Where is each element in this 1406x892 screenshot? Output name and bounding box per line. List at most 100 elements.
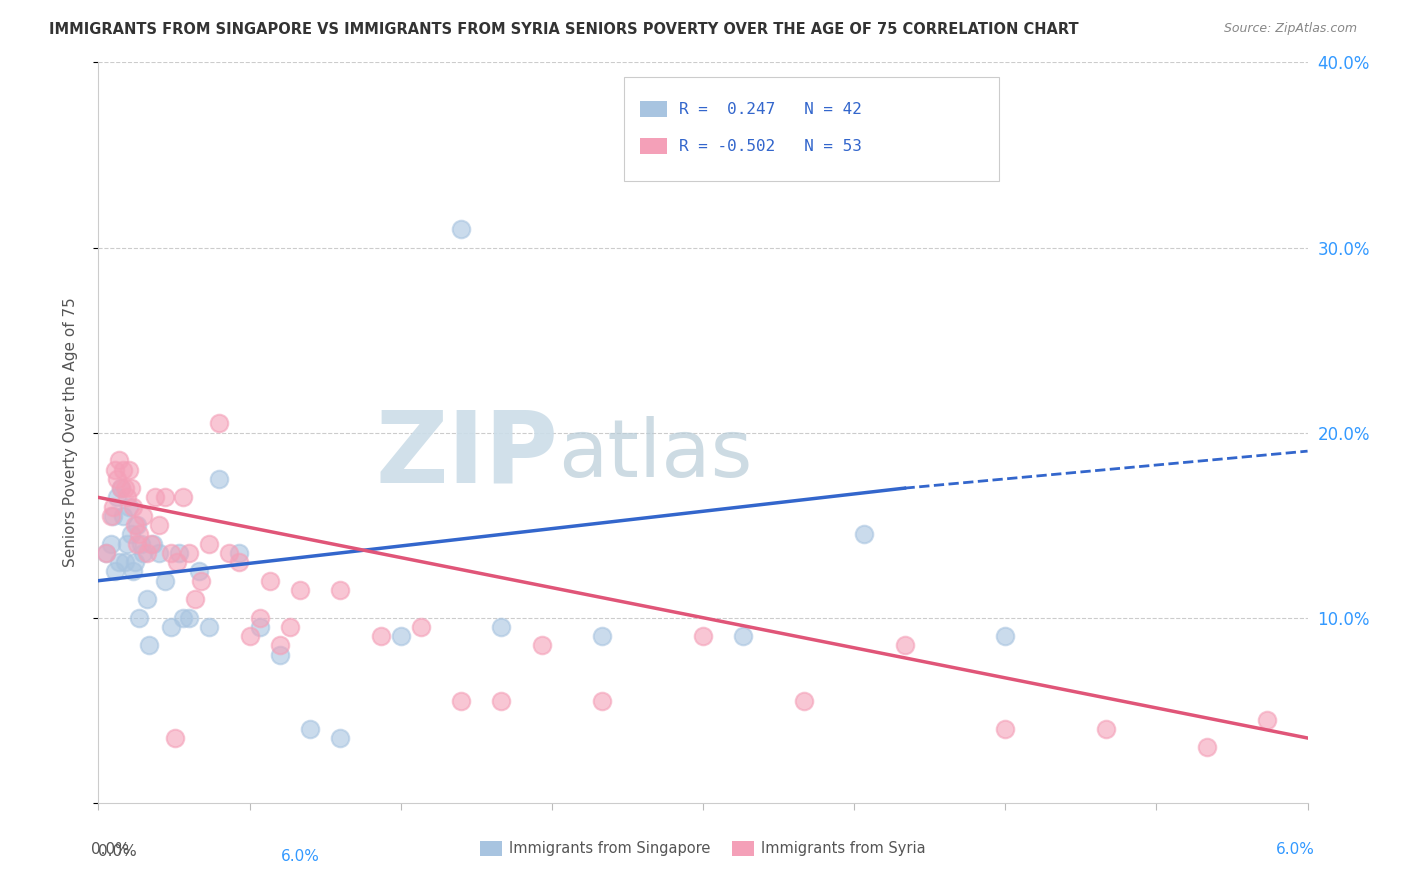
Point bbox=[96, 546, 118, 560]
Point bbox=[259, 574, 281, 588]
Point bbox=[172, 610, 194, 624]
Point bbox=[329, 582, 352, 597]
Point bbox=[167, 546, 190, 560]
Legend: Immigrants from Singapore, Immigrants from Syria: Immigrants from Singapore, Immigrants fr… bbox=[474, 835, 932, 863]
Point bbox=[163, 731, 186, 745]
Point bbox=[111, 462, 134, 476]
Point bbox=[198, 620, 221, 634]
Point bbox=[96, 546, 118, 560]
Point bbox=[111, 508, 134, 523]
Point bbox=[994, 629, 1017, 643]
Point bbox=[148, 518, 170, 533]
Point bbox=[188, 565, 211, 579]
Point bbox=[269, 648, 291, 662]
Point bbox=[299, 722, 322, 736]
Point bbox=[124, 518, 146, 533]
Point bbox=[135, 546, 157, 560]
Point bbox=[530, 639, 553, 653]
Point bbox=[1195, 740, 1218, 755]
Point bbox=[148, 546, 170, 560]
Point bbox=[179, 546, 201, 560]
Point bbox=[105, 491, 128, 505]
Point bbox=[491, 694, 513, 708]
Point bbox=[198, 536, 221, 550]
Point bbox=[135, 592, 157, 607]
Point bbox=[160, 620, 183, 634]
Point bbox=[105, 472, 128, 486]
Point bbox=[218, 546, 240, 560]
Point bbox=[269, 639, 291, 653]
Point bbox=[153, 574, 176, 588]
Point bbox=[110, 481, 132, 495]
Text: R = -0.502   N = 53: R = -0.502 N = 53 bbox=[679, 138, 862, 153]
Point bbox=[853, 527, 876, 541]
Text: 0.0%: 0.0% bbox=[91, 842, 131, 856]
Text: 6.0%: 6.0% bbox=[281, 849, 319, 864]
Text: 6.0%: 6.0% bbox=[1275, 842, 1315, 856]
Point bbox=[893, 639, 915, 653]
Point bbox=[591, 694, 613, 708]
Point bbox=[138, 639, 160, 653]
Point bbox=[142, 536, 165, 550]
Point bbox=[107, 555, 129, 569]
Point bbox=[153, 491, 176, 505]
Point bbox=[114, 555, 136, 569]
FancyBboxPatch shape bbox=[624, 78, 1000, 181]
Point bbox=[120, 481, 142, 495]
Point bbox=[101, 500, 124, 514]
Point bbox=[190, 574, 212, 588]
Point bbox=[179, 610, 201, 624]
Bar bbox=[640, 138, 666, 154]
Point bbox=[139, 536, 162, 550]
Point bbox=[370, 629, 392, 643]
Point bbox=[128, 610, 150, 624]
Point bbox=[132, 508, 155, 523]
Point bbox=[166, 555, 188, 569]
Point bbox=[450, 222, 472, 236]
Text: R =  0.247   N = 42: R = 0.247 N = 42 bbox=[679, 102, 862, 117]
Text: IMMIGRANTS FROM SINGAPORE VS IMMIGRANTS FROM SYRIA SENIORS POVERTY OVER THE AGE : IMMIGRANTS FROM SINGAPORE VS IMMIGRANTS … bbox=[49, 22, 1078, 37]
Point bbox=[101, 508, 124, 523]
Point bbox=[118, 462, 141, 476]
Y-axis label: Seniors Poverty Over the Age of 75: Seniors Poverty Over the Age of 75 bbox=[63, 298, 77, 567]
Point bbox=[115, 491, 138, 505]
Point bbox=[115, 536, 138, 550]
Point bbox=[124, 555, 146, 569]
Text: atlas: atlas bbox=[558, 416, 752, 494]
Point bbox=[110, 481, 132, 495]
Text: 0.0%: 0.0% bbox=[98, 844, 138, 858]
Point bbox=[491, 620, 513, 634]
Point bbox=[591, 629, 613, 643]
Point bbox=[249, 620, 271, 634]
Point bbox=[121, 565, 143, 579]
Point bbox=[329, 731, 352, 745]
Point bbox=[1095, 722, 1118, 736]
Point bbox=[1256, 713, 1278, 727]
Point bbox=[278, 620, 301, 634]
Point bbox=[128, 527, 150, 541]
Point bbox=[143, 491, 166, 505]
Point bbox=[100, 508, 122, 523]
Point bbox=[228, 555, 250, 569]
Point bbox=[100, 536, 122, 550]
Point bbox=[208, 472, 231, 486]
Point bbox=[160, 546, 183, 560]
Point bbox=[184, 592, 207, 607]
Point bbox=[118, 500, 141, 514]
Point bbox=[121, 500, 143, 514]
Point bbox=[288, 582, 311, 597]
Bar bbox=[640, 101, 666, 117]
Point bbox=[994, 722, 1017, 736]
Point bbox=[239, 629, 262, 643]
Text: ZIP: ZIP bbox=[375, 407, 558, 503]
Point bbox=[208, 417, 231, 431]
Point bbox=[107, 453, 129, 467]
Point bbox=[450, 694, 472, 708]
Point bbox=[228, 546, 250, 560]
Point bbox=[132, 546, 155, 560]
Point bbox=[103, 565, 125, 579]
Point bbox=[120, 527, 142, 541]
Point bbox=[125, 536, 148, 550]
Point bbox=[793, 694, 815, 708]
Point bbox=[114, 481, 136, 495]
